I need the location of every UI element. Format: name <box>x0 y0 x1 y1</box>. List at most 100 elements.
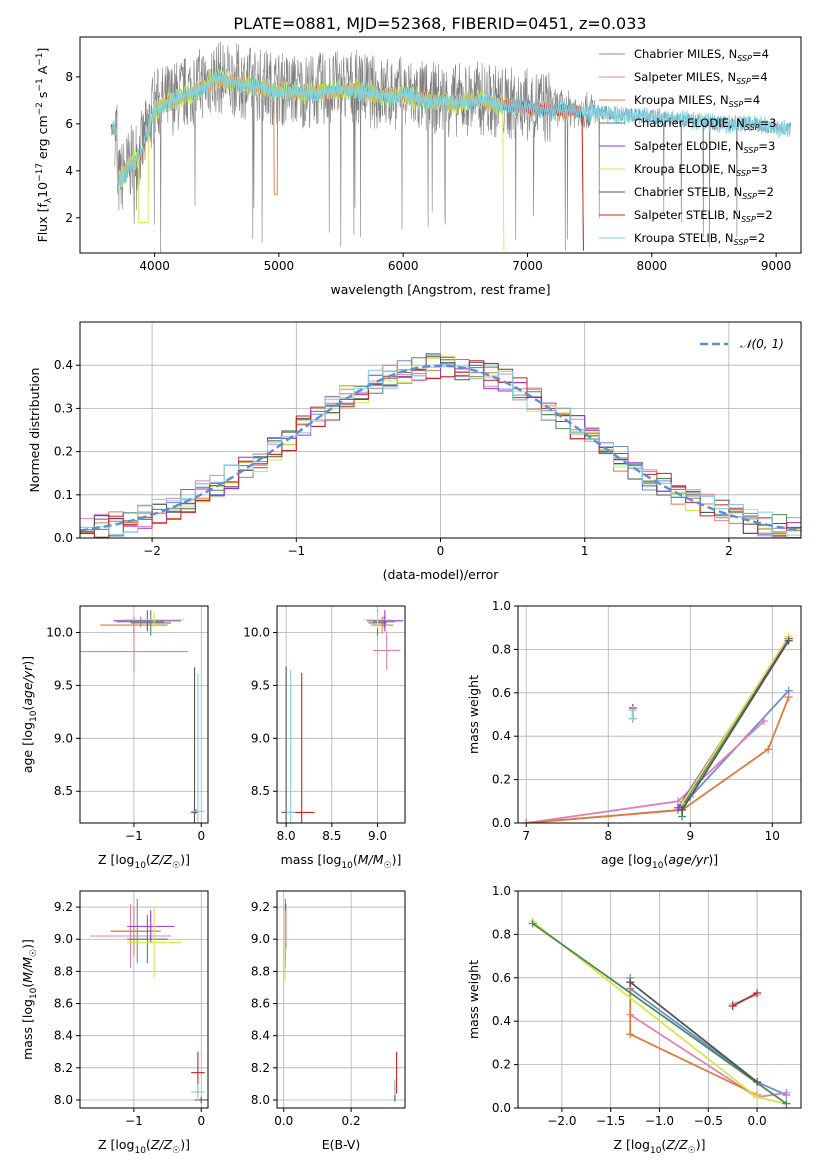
weight-line <box>629 981 758 1083</box>
label-part: log <box>633 852 652 867</box>
y-tick-label: 0.0 <box>492 1101 511 1115</box>
y-tick-label: 10.0 <box>243 625 270 639</box>
x-tick-label: 8 <box>604 829 612 843</box>
label-part: ( <box>353 852 358 867</box>
label-part: ( <box>146 852 151 867</box>
label-part: log <box>20 999 35 1018</box>
legend-nssp: =2 <box>748 231 765 245</box>
y-tick-label: 0.2 <box>492 1058 511 1072</box>
label-part: E(B-V) <box>322 1137 361 1152</box>
y-tick-label: 8.8 <box>251 964 270 978</box>
weight-line <box>532 922 787 1105</box>
x-tick-label: −0.5 <box>694 1114 723 1128</box>
x-tick-label: 0.2 <box>342 1114 361 1128</box>
x-axis-label: Z [log10(Z/Z☉)] <box>98 852 190 871</box>
y-tick-label: 8.4 <box>251 1029 270 1043</box>
y-tick-label: 9.2 <box>251 900 270 914</box>
label-part: )] <box>20 939 35 949</box>
x-tick-label: 6000 <box>388 259 419 273</box>
label-part: 10 <box>29 987 39 999</box>
axes-frame <box>79 605 209 824</box>
label-part: s <box>35 92 50 103</box>
x-tick-label: 0 <box>437 544 445 558</box>
y-tick-label: 9.5 <box>54 678 73 692</box>
legend-label: Chabrier ELODIE, N <box>634 116 745 130</box>
y-tick-label: 0.4 <box>54 358 73 372</box>
legend-sub: SSP <box>736 77 751 86</box>
label-part: ( <box>146 1137 151 1152</box>
label-part: age/yr <box>668 852 709 867</box>
x-tick-label: 2 <box>725 544 733 558</box>
legend-sub: SSP <box>737 54 752 63</box>
axes-frame <box>79 36 802 254</box>
y-tick-label: 8.0 <box>251 1093 270 1107</box>
weight-line <box>732 992 758 1007</box>
y-tick-label: 0.0 <box>54 531 73 545</box>
label-part: ☉ <box>688 1146 696 1156</box>
y-tick-label: 4 <box>65 164 73 178</box>
x-tick-label: 9.0 <box>368 829 387 843</box>
legend-entry: Salpeter ELODIE, NSSP=3 <box>634 139 775 155</box>
figure-title: PLATE=0881, MJD=52368, FIBERID=0451, z=0… <box>233 14 646 33</box>
x-tick-label: 8.0 <box>277 829 296 843</box>
label-part: mass [ <box>281 852 323 867</box>
label-part: 10 <box>652 861 664 871</box>
x-tick-label: 4000 <box>139 259 170 273</box>
label-part: 10 <box>134 1146 146 1156</box>
label-part: ] <box>35 48 50 53</box>
label-part: ☉ <box>29 949 39 957</box>
legend-sub: SSP <box>741 215 756 224</box>
label-part: ( <box>20 983 35 988</box>
legend-nssp: =3 <box>751 162 768 176</box>
label-part: Z [ <box>613 1137 630 1152</box>
plot-area-weight_vs_Z <box>518 891 801 1108</box>
x-tick-label: 1 <box>581 544 589 558</box>
y-axis-label: mass [log10(M/M☉)] <box>20 939 39 1060</box>
weight-marker <box>760 717 769 726</box>
weight-marker <box>784 636 793 645</box>
y-tick-label: 0.3 <box>54 401 73 415</box>
x-tick-label: 0 <box>197 1114 205 1128</box>
legend-nssp: =4 <box>752 47 769 61</box>
label-part: )] <box>180 852 190 867</box>
legend-nssp: =2 <box>757 185 774 199</box>
panel-residuals: −2 −1 0 1 2 0.0 0.1 0.2 0.3 0.4 (data-model)/error… <box>27 321 802 582</box>
legend-nssp: =2 <box>756 208 773 222</box>
x-tick-label: 8.5 <box>322 829 341 843</box>
weight-marker <box>784 693 793 702</box>
label-part: log <box>115 1137 134 1152</box>
label-part: M/M <box>20 957 35 983</box>
legend-entry: Chabrier MILES, NSSP=4 <box>634 47 769 63</box>
weight-line <box>526 689 790 823</box>
y-tick-label: 0.2 <box>492 773 511 787</box>
axes-frame <box>517 605 802 824</box>
x-axis-label: mass [log10(M/M☉)] <box>281 852 402 871</box>
y-tick-label: 8.5 <box>54 784 73 798</box>
legend-entry: Chabrier ELODIE, NSSP=3 <box>634 116 776 132</box>
x-tick-label: 9000 <box>761 259 792 273</box>
x-axis-label: age [log10(age/yr)] <box>601 852 718 871</box>
label-part: log <box>115 852 134 867</box>
legend-entry: Salpeter MILES, NSSP=4 <box>634 70 768 86</box>
axes-frame <box>276 890 406 1109</box>
plot-area-residuals <box>80 322 801 538</box>
label-part: age [ <box>601 852 633 867</box>
label-part: −1 <box>35 78 45 91</box>
weight-marker <box>678 805 687 814</box>
y-tick-label: 8.4 <box>54 1029 73 1043</box>
label-part: Z/Z <box>150 1137 173 1152</box>
legend-sub: SSP <box>745 123 760 132</box>
x-axis-label: E(B-V) <box>322 1137 361 1152</box>
label-part: ☉ <box>172 861 180 871</box>
label-part: )] <box>20 656 35 666</box>
y-axis-label: age [log10(age/yr)] <box>20 656 39 773</box>
label-part: ☉ <box>172 1146 180 1156</box>
weight-marker <box>628 706 637 715</box>
plot-area-mass_vs_Z <box>80 891 208 1108</box>
model-spectrum <box>110 69 792 189</box>
y-tick-label: 10.0 <box>46 625 73 639</box>
weight-marker <box>626 1030 635 1039</box>
label-part: M/M <box>358 852 384 867</box>
label-part: age [ <box>20 741 35 773</box>
histogram-series <box>80 366 801 538</box>
